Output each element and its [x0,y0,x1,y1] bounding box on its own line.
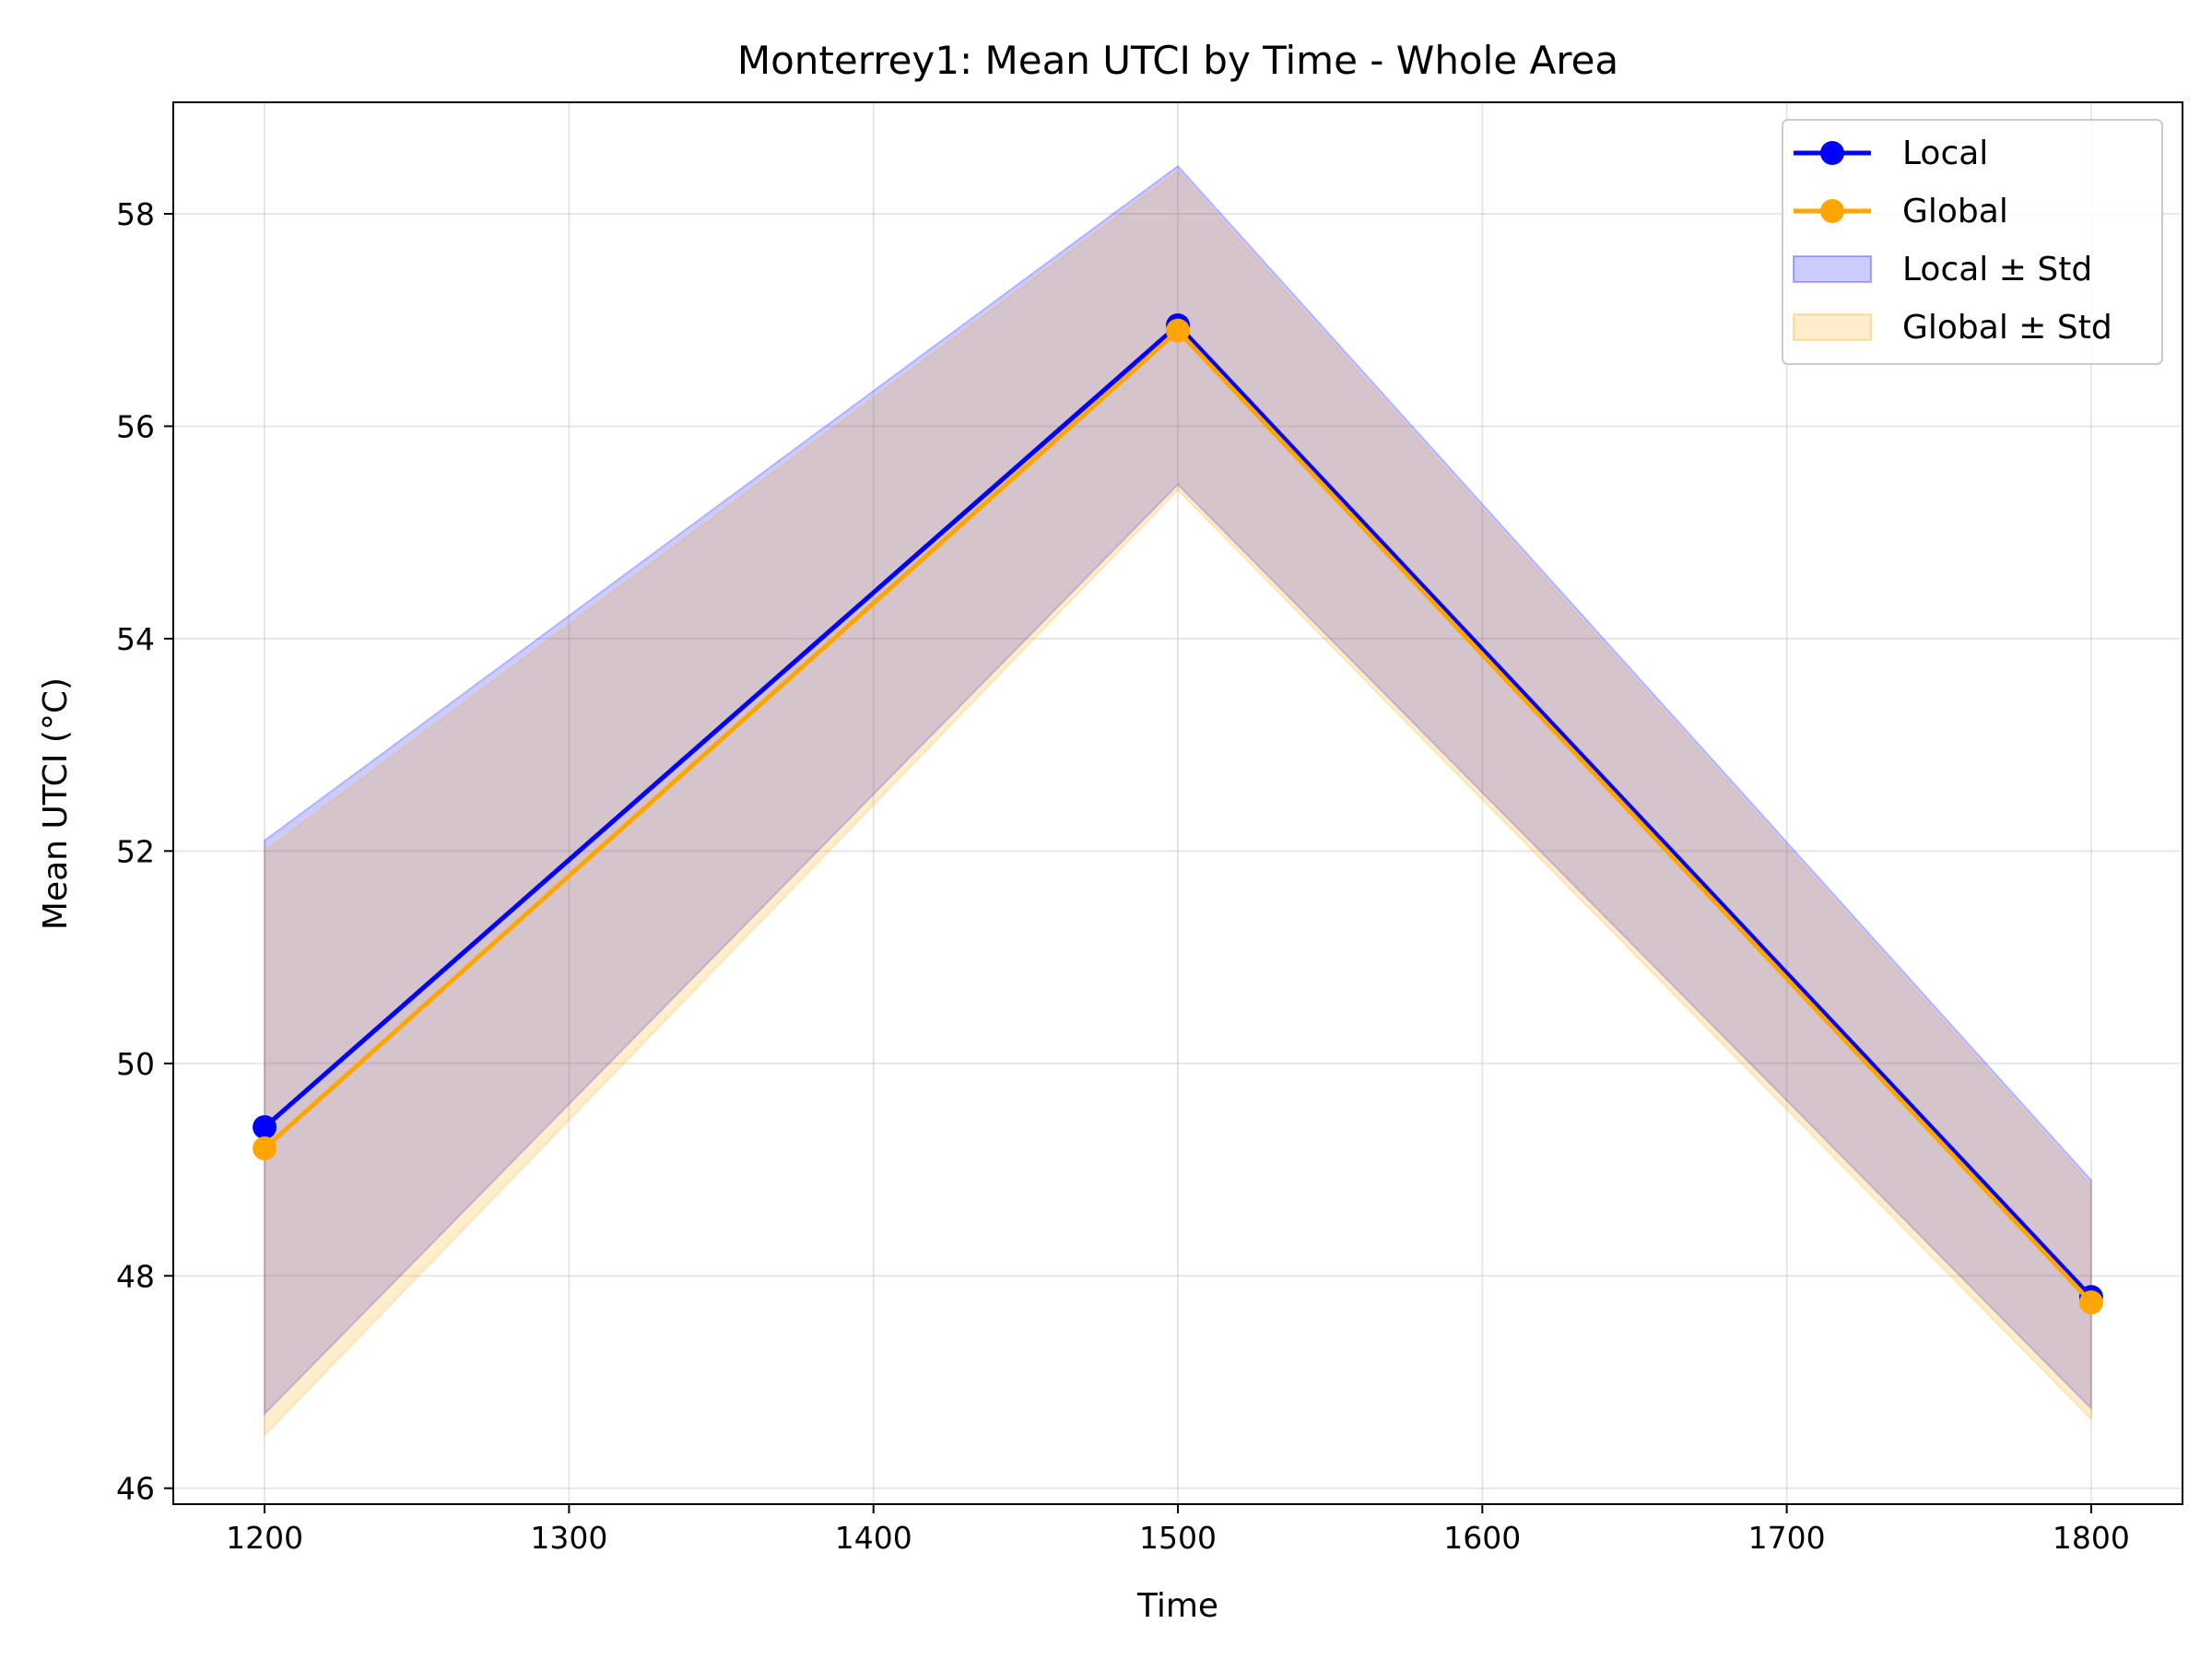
y-tick-label: 58 [116,196,155,232]
std-band-global [264,170,2092,1438]
legend-swatch-band [1793,313,1872,341]
axis-ticks: 1200 1300 1400 1500 1600 1700 1800 46 48 50 52 54 56… [116,196,2130,1556]
y-tick-label: 52 [116,833,155,869]
y-tick-label: 56 [116,408,155,444]
legend-label: Local [1902,135,1988,172]
x-tick-label: 1700 [1748,1520,1826,1556]
x-tick-label: 1500 [1139,1520,1217,1556]
legend-swatch-marker [1820,199,1844,223]
legend-swatch-marker [1820,141,1844,165]
x-tick-label: 1600 [1443,1520,1521,1556]
y-axis-label: Mean UTCI (°C) [37,677,75,930]
x-tick-label: 1400 [835,1520,912,1556]
data-point-local [253,1114,277,1139]
legend-box [1782,119,2163,365]
data-point-global [2078,1290,2103,1315]
legend: Local Global Local ± Std Global ± Std [1782,119,2163,365]
data-point-global [1166,318,1190,343]
y-tick-label: 48 [116,1258,155,1294]
x-tick-label: 1200 [226,1520,303,1556]
y-tick-label: 54 [116,621,155,657]
grid [173,102,2183,1504]
legend-swatch-band [1793,255,1872,283]
legend-label: Global [1902,193,2008,230]
x-axis-label: Time [1136,1587,1218,1625]
chart-title: Monterrey1: Mean UTCI by Time - Whole Ar… [737,38,1618,83]
data-point-global [253,1135,277,1160]
std-band-local [264,164,2092,1417]
x-tick-label: 1800 [2053,1520,2130,1556]
legend-label: Local ± Std [1902,251,2092,288]
std-bands [264,164,2092,1438]
legend-label: Global ± Std [1902,309,2112,347]
y-tick-label: 46 [116,1471,155,1507]
series-lines [253,312,2103,1315]
y-tick-label: 50 [116,1046,155,1082]
x-tick-label: 1300 [530,1520,607,1556]
